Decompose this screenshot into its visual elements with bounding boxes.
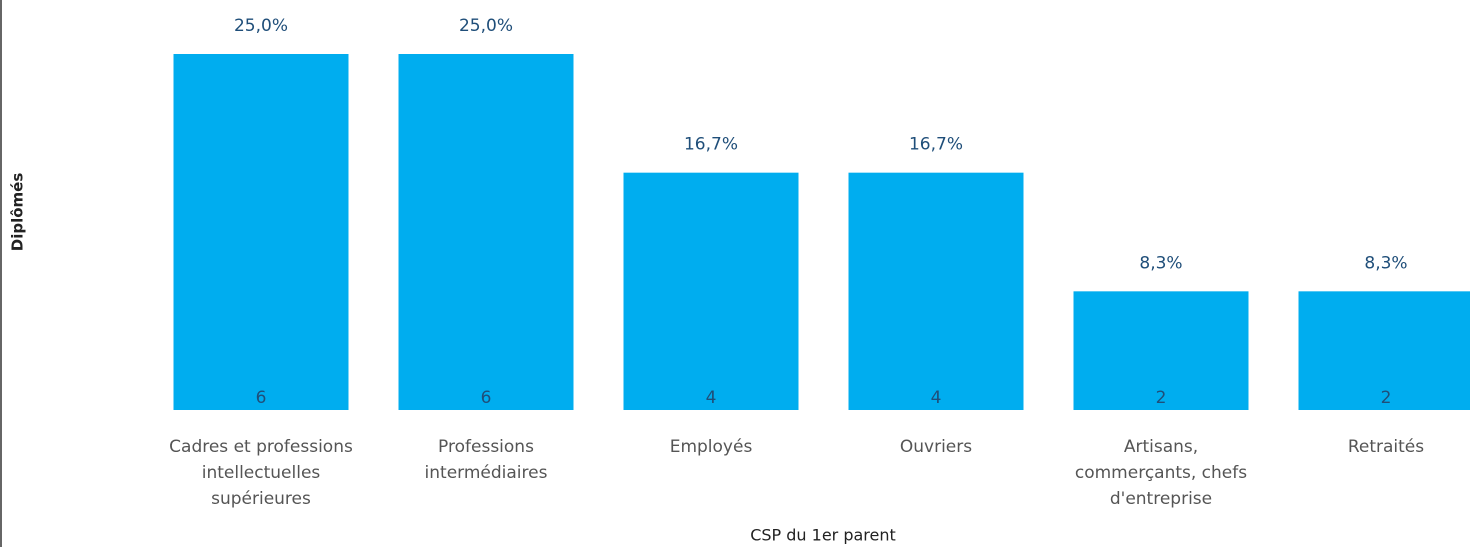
y-axis-title: Diplômés bbox=[9, 173, 27, 252]
count-label: 2 bbox=[1381, 388, 1392, 408]
percentage-label: 16,7% bbox=[684, 135, 738, 155]
x-tick-label: Cadres et professions intellectuelles su… bbox=[169, 437, 353, 509]
count-label: 2 bbox=[1156, 388, 1167, 408]
percentage-label: 16,7% bbox=[909, 135, 963, 155]
count-label: 4 bbox=[706, 388, 717, 408]
x-tick-label: Employés bbox=[669, 437, 753, 457]
bar bbox=[848, 172, 1024, 410]
percentage-label: 8,3% bbox=[1364, 253, 1407, 273]
count-label: 6 bbox=[256, 388, 267, 408]
bar bbox=[1298, 291, 1470, 410]
bar bbox=[173, 54, 349, 410]
percentage-label: 8,3% bbox=[1139, 253, 1182, 273]
bar bbox=[1073, 291, 1249, 410]
bar bbox=[398, 54, 574, 410]
x-tick-label: Retraités bbox=[1347, 437, 1425, 457]
count-label: 4 bbox=[931, 388, 942, 408]
percentage-label: 25,0% bbox=[459, 16, 513, 36]
percentage-label: 25,0% bbox=[234, 16, 288, 36]
bar bbox=[623, 172, 799, 410]
x-tick-label: Ouvriers bbox=[899, 437, 973, 457]
x-tick-label: Artisans, commerçants, chefs d'entrepris… bbox=[1074, 437, 1248, 509]
x-axis-title: CSP du 1er parent bbox=[750, 526, 896, 545]
x-tick-label: Professions intermédiaires bbox=[424, 437, 548, 483]
count-label: 6 bbox=[481, 388, 492, 408]
